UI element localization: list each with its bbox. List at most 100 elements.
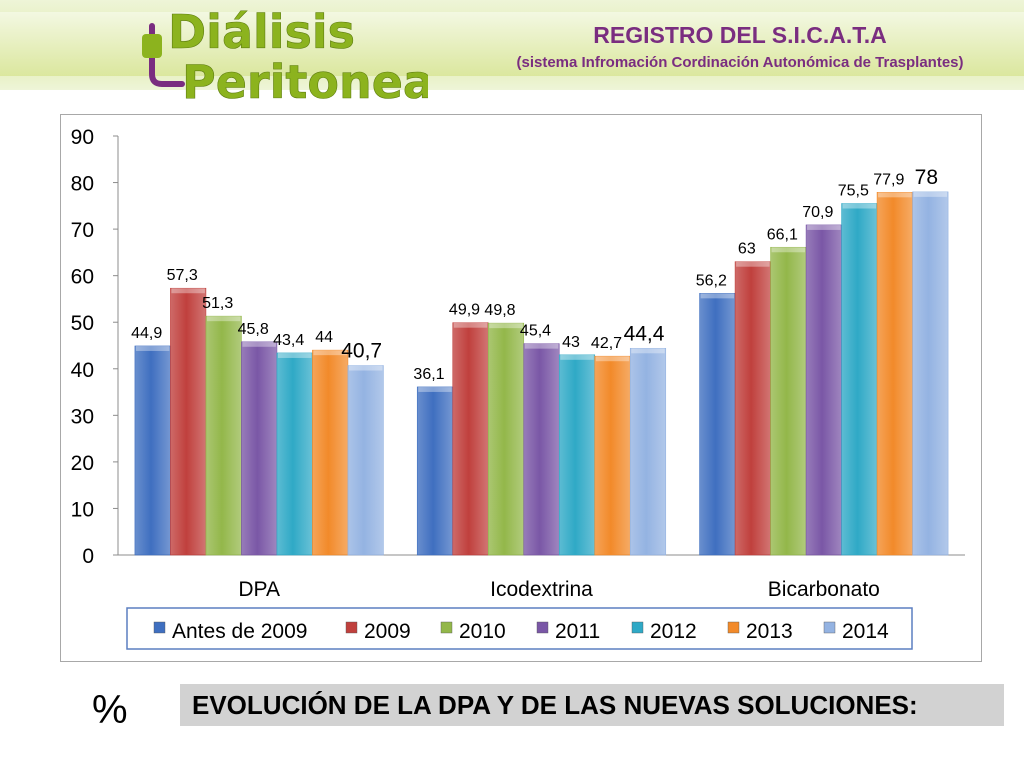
logo-tube-icon (149, 23, 185, 87)
bar-chart: 0 10 20 30 40 50 60 70 80 90 44,9 57,351,3 45,843,4 4… (71, 126, 965, 650)
bar-highlight (171, 288, 205, 294)
data-label: 40,7 (341, 340, 382, 363)
bar-2-5 (876, 192, 913, 556)
percent-sign: % (92, 688, 128, 732)
legend-swatch (631, 621, 644, 634)
y-tick-label: 30 (71, 405, 94, 428)
data-label: 49,8 (484, 302, 515, 319)
dialisis-peritoneal-logo: Diálisis Peritoneal (142, 5, 428, 100)
data-label: 44,4 (624, 322, 665, 345)
category-label: Bicarbonato (768, 578, 880, 601)
legend-label: 2011 (555, 620, 600, 643)
bar-highlight (453, 322, 488, 328)
bar-highlight (524, 343, 559, 349)
y-tick-label: 80 (71, 173, 94, 196)
legend-label: 2012 (650, 620, 697, 643)
legend-label: 2010 (459, 620, 506, 643)
bar-highlight (489, 323, 523, 329)
data-label: 43,4 (273, 332, 304, 349)
bar-highlight (277, 352, 312, 358)
data-label: 42,7 (591, 335, 622, 352)
bar-0-0 (134, 345, 171, 556)
bar-highlight (700, 293, 735, 299)
bar-highlight (560, 354, 594, 360)
data-label: 75,5 (838, 183, 869, 200)
y-tick-label: 10 (71, 498, 94, 521)
data-label: 49,9 (449, 302, 480, 319)
legend-label: 2014 (842, 620, 889, 643)
data-label: 77,9 (873, 171, 904, 188)
bar-1-2 (487, 322, 525, 556)
legend-label: 2009 (364, 620, 411, 643)
bar-2-6 (912, 191, 949, 556)
data-label: 57,3 (167, 267, 198, 284)
legend-box (126, 607, 913, 650)
data-label: 45,8 (238, 321, 269, 338)
bar-2-3 (805, 224, 842, 556)
legend-swatch (153, 621, 166, 634)
bar-highlight (842, 203, 877, 209)
logo-line1: Diálisis (168, 5, 355, 59)
bar-highlight (913, 191, 948, 197)
bar-2-0 (699, 293, 736, 556)
data-label: 56,2 (696, 272, 727, 289)
bar-highlight (348, 365, 383, 371)
bar-0-2 (205, 315, 242, 556)
data-label: 63 (738, 241, 756, 258)
y-tick-label: 50 (71, 312, 94, 335)
bar-highlight (206, 316, 241, 322)
bar-0-6 (347, 365, 384, 556)
data-label: 70,9 (802, 204, 833, 221)
bar-highlight (771, 247, 806, 253)
registry-title: REGISTRO DEL S.I.C.A.T.A (593, 22, 887, 48)
bar-1-4 (558, 354, 596, 556)
y-tick-label: 90 (71, 126, 94, 149)
legend-label: Antes de 2009 (172, 620, 307, 643)
legend-swatch (345, 621, 358, 634)
bar-highlight (631, 348, 665, 354)
bar-1-6 (629, 347, 667, 556)
category-label: DPA (238, 578, 280, 601)
bar-2-2 (770, 246, 807, 556)
y-tick-label: 70 (71, 219, 94, 242)
bar-highlight (595, 356, 630, 362)
data-label: 45,4 (520, 323, 551, 340)
data-label: 51,3 (202, 295, 233, 312)
data-label: 36,1 (413, 366, 444, 383)
logo-line2: Peritoneal (182, 55, 428, 100)
category-label: Icodextrina (490, 578, 593, 601)
caption-box (180, 684, 1004, 726)
bar-1-1 (452, 322, 489, 556)
legend-swatch (536, 621, 549, 634)
header-inner-band (0, 12, 1024, 76)
bar-highlight (135, 345, 170, 351)
legend-label: 2013 (746, 620, 793, 643)
bar-highlight (736, 261, 770, 267)
data-label: 43 (562, 334, 580, 351)
bar-highlight (878, 192, 912, 198)
caption-text: EVOLUCIÓN DE LA DPA Y DE LAS NUEVAS SOLU… (192, 690, 918, 720)
bar-0-1 (170, 287, 207, 556)
bar-highlight (418, 386, 452, 392)
bar-0-5 (312, 349, 349, 556)
y-tick-label: 20 (71, 452, 94, 475)
registry-subtitle: (sistema Infromación Cordinación Autonóm… (516, 54, 964, 71)
data-label: 44,9 (131, 325, 162, 342)
y-tick-label: 40 (71, 359, 94, 382)
legend-swatch (440, 621, 453, 634)
data-label: 78 (915, 166, 938, 189)
bar-highlight (242, 341, 276, 347)
bar-0-4 (276, 352, 313, 556)
bar-1-5 (594, 355, 631, 556)
y-tick-label: 0 (82, 545, 94, 568)
data-label: 66,1 (767, 226, 798, 243)
logo-connector-icon (142, 34, 162, 58)
bar-2-1 (734, 261, 771, 556)
data-label: 44 (315, 329, 333, 346)
y-tick-label: 60 (71, 266, 94, 289)
legend-swatch (727, 621, 740, 634)
bar-highlight (807, 224, 841, 230)
bar-0-3 (241, 341, 278, 556)
bar-2-4 (841, 203, 878, 556)
legend-swatch (823, 621, 836, 634)
